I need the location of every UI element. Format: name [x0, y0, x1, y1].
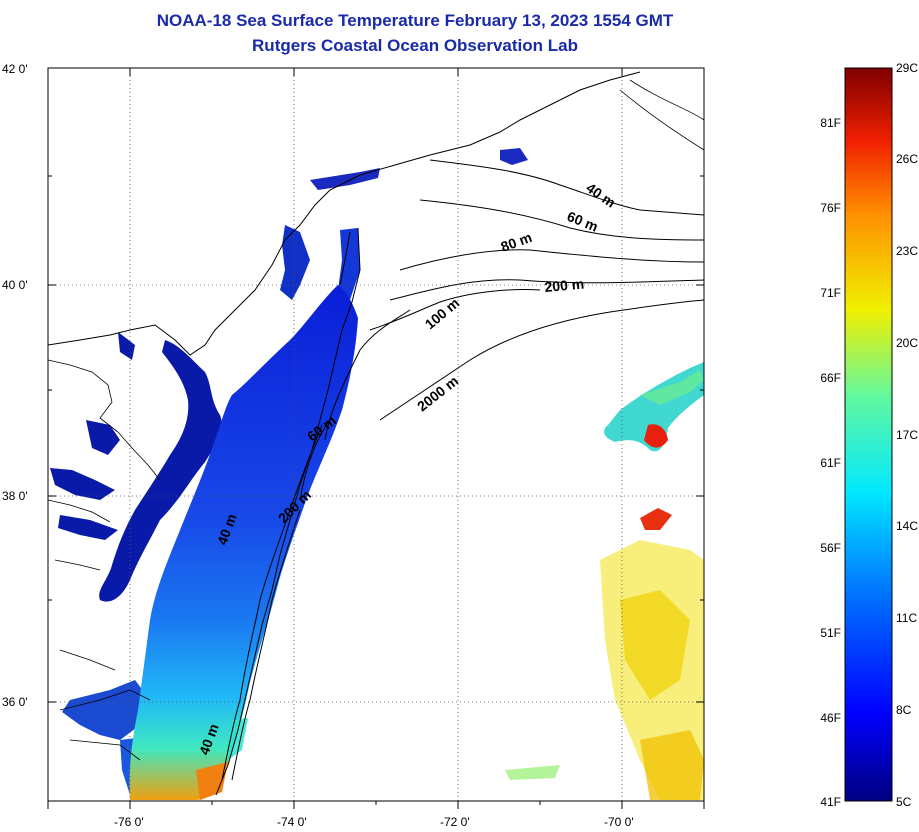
- isobath-label: 200 m: [544, 276, 585, 295]
- lon-tick-label: -72 0': [440, 815, 470, 829]
- colorbar-c-label: 26C: [896, 152, 919, 166]
- isobath-100m: [369, 289, 541, 331]
- isobath-2000m: [379, 299, 704, 421]
- lon-tick-label: -74 0': [277, 815, 307, 829]
- colorbar-c-label: 14C: [896, 519, 919, 533]
- isobath-40m: [429, 159, 704, 216]
- colorbar-f-label: 41F: [820, 795, 841, 809]
- coastline: [48, 71, 641, 796]
- map-subtitle: Rutgers Coastal Ocean Observation Lab: [252, 36, 578, 55]
- colorbar-c-label: 29C: [896, 61, 919, 75]
- colorbar-f-label: 71F: [820, 286, 841, 300]
- colorbar-c-label: 23C: [896, 244, 919, 258]
- isobath-60m: [419, 199, 704, 241]
- colorbar-f-label: 51F: [820, 626, 841, 640]
- colorbar-c-label: 20C: [896, 336, 919, 350]
- colorbar-f-label: 76F: [820, 201, 841, 215]
- delaware-bay: [280, 225, 310, 300]
- colorbar-f-label: 61F: [820, 456, 841, 470]
- lon-tick-label: -70 0': [604, 815, 634, 829]
- pamlico-sound: [62, 680, 150, 740]
- colorbar-c-label: 11C: [896, 611, 918, 625]
- lat-tick-label: 36 0': [2, 695, 28, 709]
- isobath-80m: [399, 249, 704, 271]
- lat-tick-label: 38 0': [2, 489, 28, 503]
- lat-tick-label: 42 0': [2, 62, 28, 76]
- isobath-200m: [389, 279, 704, 301]
- lat-tick-label: 40 0': [2, 278, 28, 292]
- shelf-sst: [129, 285, 358, 800]
- colorbar-c-label: 17C: [896, 428, 919, 442]
- colorbar: [844, 67, 893, 802]
- colorbar-f-label: 81F: [820, 116, 841, 130]
- colorbar-c-label: 8C: [896, 703, 912, 717]
- colorbar-c-label: 5C: [896, 795, 912, 809]
- colorbar-f-label: 46F: [820, 711, 841, 725]
- lon-tick-label: -76 0': [114, 815, 144, 829]
- map-grid: [48, 68, 704, 801]
- map-title: NOAA-18 Sea Surface Temperature February…: [156, 11, 674, 30]
- colorbar-f-label: 56F: [820, 541, 841, 555]
- colorbar-f-label: 66F: [820, 371, 841, 385]
